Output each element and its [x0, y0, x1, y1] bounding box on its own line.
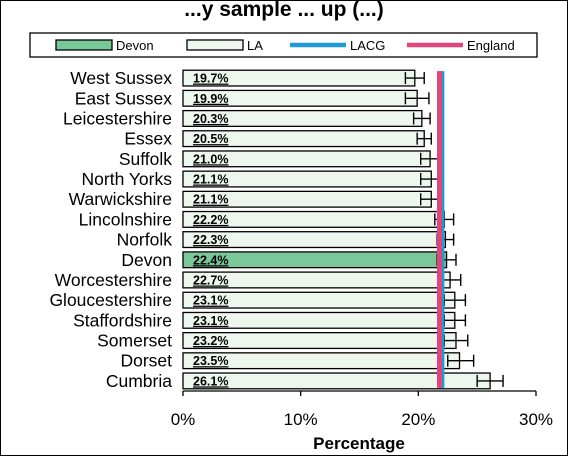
category-label: Worcestershire [55, 270, 172, 290]
value-label: 23.1% [193, 294, 228, 308]
value-label: 22.4% [193, 253, 228, 267]
value-label: 19.7% [193, 72, 228, 86]
value-label: 19.9% [193, 92, 228, 106]
legend-label: Devon [116, 38, 154, 53]
x-tick-label: 0% [171, 410, 196, 429]
category-label: Norfolk [117, 230, 173, 250]
value-label: 23.5% [193, 354, 228, 368]
value-label: 22.3% [193, 233, 228, 247]
category-label: Essex [124, 129, 172, 149]
x-tick-label: 10% [284, 410, 318, 429]
category-label: Warwickshire [69, 189, 172, 209]
category-label: North Yorks [82, 169, 173, 189]
category-label: Staffordshire [73, 310, 172, 330]
category-label: Leicestershire [63, 108, 172, 128]
value-label: 21.1% [193, 173, 228, 187]
value-label: 21.0% [193, 152, 228, 166]
category-label: Devon [121, 250, 172, 270]
chart-title: ...y sample ... up (...) [184, 0, 384, 21]
category-label: West Sussex [70, 68, 172, 88]
plot-area: West Sussex 19.7% East Sussex 19.9% Leiceste… [49, 68, 553, 429]
value-label: 23.1% [193, 314, 228, 328]
value-label: 20.3% [193, 112, 228, 126]
legend-label: LA [247, 38, 263, 53]
legend-label: LACG [350, 38, 385, 53]
category-label: East Sussex [75, 88, 173, 108]
legend-swatch-devon [55, 39, 113, 51]
category-label: Gloucestershire [49, 290, 172, 310]
value-label: 23.2% [193, 334, 228, 348]
category-label: Somerset [97, 331, 172, 351]
value-label: 22.2% [193, 213, 228, 227]
x-tick-label: 20% [401, 410, 435, 429]
category-label: Cumbria [106, 371, 172, 391]
legend: Devon LA LACG England [29, 32, 538, 58]
x-tick-label: 30% [519, 410, 553, 429]
value-label: 22.7% [193, 273, 228, 287]
value-label: 21.1% [193, 193, 228, 207]
value-label: 26.1% [193, 374, 228, 388]
category-label: Dorset [120, 351, 172, 371]
value-label: 20.5% [193, 132, 228, 146]
legend-label: England [467, 38, 515, 53]
x-axis-title: Percentage [313, 434, 405, 453]
category-label: Lincolnshire [79, 209, 172, 229]
category-label: Suffolk [119, 149, 172, 169]
legend-swatch-la [186, 39, 244, 51]
